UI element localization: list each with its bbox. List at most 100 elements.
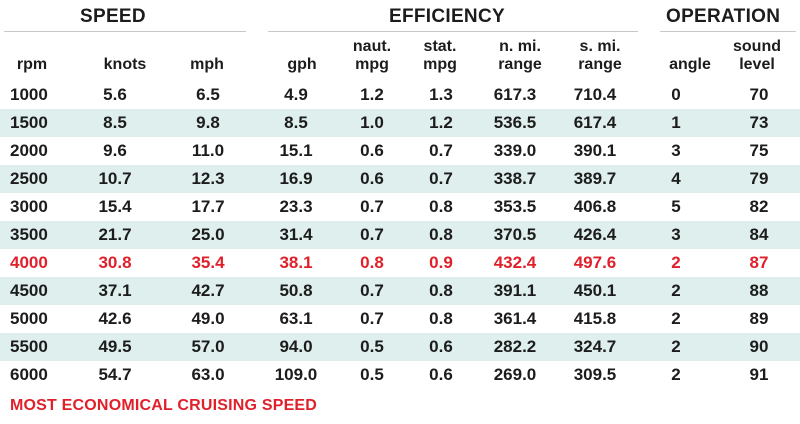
cell-angle: 2 <box>634 333 718 361</box>
cell-knots: 42.6 <box>98 309 132 328</box>
cell-gph: 38.1 <box>279 253 313 272</box>
table-row: 4500 37.1 42.7 50.8 0.7 0.8 391.1 450.1 2 88 <box>0 277 800 305</box>
cell-gph: 23.3 <box>279 197 313 216</box>
table-row: 5000 42.6 49.0 63.1 0.7 0.8 361.4 415.8 2 89 <box>0 305 800 333</box>
cell-mph: 63.0 <box>191 365 225 384</box>
col-header-nmi-range: n. mi. range <box>498 38 542 73</box>
cell-knots: 54.7 <box>98 365 132 384</box>
cell-stat-mpg: 0.6 <box>408 333 474 361</box>
cell-nmi-range: 353.5 <box>493 197 537 216</box>
cell-naut-mpg: 1.0 <box>336 109 408 137</box>
cell-smi-range: 415.8 <box>573 309 617 328</box>
table-row: 2000 9.6 11.0 15.1 0.6 0.7 339.0 390.1 3 75 <box>0 137 800 165</box>
cell-angle: 3 <box>634 221 718 249</box>
cell-knots: 8.5 <box>70 109 160 137</box>
cell-stat-mpg: 1.3 <box>429 85 453 104</box>
cell-stat-mpg: 0.8 <box>429 197 453 216</box>
data-table: 1000 5.6 6.5 4.9 1.2 1.3 617.3 710.4 0 70 1500 8.5 9… <box>0 81 800 389</box>
cell-naut-mpg: 0.5 <box>336 333 408 361</box>
group-title-efficiency: EFFICIENCY <box>389 6 505 27</box>
cell-sound-level: 90 <box>718 333 800 361</box>
cell-angle: 4 <box>634 165 718 193</box>
cell-naut-mpg: 1.2 <box>360 85 384 104</box>
cell-sound-level: 88 <box>718 277 800 305</box>
cell-mph: 6.5 <box>196 85 220 104</box>
divider-efficiency <box>268 31 638 32</box>
col-header-smi-range: s. mi. range <box>578 38 622 73</box>
cell-nmi-range: 282.2 <box>474 333 556 361</box>
cell-rpm: 1000 <box>10 85 48 104</box>
cell-gph: 31.4 <box>256 221 336 249</box>
cell-rpm: 5500 <box>0 333 70 361</box>
cell-stat-mpg: 0.7 <box>429 141 453 160</box>
cell-rpm: 1500 <box>0 109 70 137</box>
cell-smi-range: 617.4 <box>556 109 634 137</box>
cell-mph: 25.0 <box>160 221 256 249</box>
cell-rpm: 5000 <box>10 309 48 328</box>
cell-gph: 8.5 <box>256 109 336 137</box>
cell-mph: 42.7 <box>160 277 256 305</box>
col-header-stat-mpg: stat. mpg <box>423 38 457 73</box>
cell-knots: 37.1 <box>70 277 160 305</box>
divider-operation <box>660 31 796 32</box>
cell-nmi-range: 269.0 <box>493 365 537 384</box>
cell-angle: 2 <box>671 309 681 328</box>
table-row: 1500 8.5 9.8 8.5 1.0 1.2 536.5 617.4 1 73 <box>0 109 800 137</box>
group-title-operation: OPERATION <box>666 6 781 27</box>
cell-stat-mpg: 0.8 <box>429 309 453 328</box>
cell-nmi-range: 617.3 <box>493 85 537 104</box>
table-body: 1000 5.6 6.5 4.9 1.2 1.3 617.3 710.4 0 70 1500 8.5 9… <box>0 81 800 389</box>
cell-mph: 11.0 <box>191 141 225 160</box>
cell-smi-range: 406.8 <box>573 197 617 216</box>
col-header-mph: mph <box>190 56 224 73</box>
cell-sound-level: 89 <box>749 309 769 328</box>
footnote-most-economical: MOST ECONOMICAL CRUISING SPEED <box>10 397 318 414</box>
col-header-sound-level: sound level <box>733 38 781 73</box>
cell-naut-mpg: 0.5 <box>360 365 384 384</box>
col-header-angle: angle <box>669 56 711 73</box>
cell-naut-mpg: 0.7 <box>360 309 384 328</box>
cell-rpm: 3500 <box>0 221 70 249</box>
cell-nmi-range: 370.5 <box>474 221 556 249</box>
cell-sound-level: 70 <box>749 85 769 104</box>
cell-nmi-range: 432.4 <box>493 253 537 272</box>
cell-rpm: 3000 <box>10 197 48 216</box>
divider-speed <box>4 31 246 32</box>
cell-stat-mpg: 1.2 <box>408 109 474 137</box>
cell-smi-range: 309.5 <box>573 365 617 384</box>
cell-angle: 2 <box>671 365 681 384</box>
cell-angle: 3 <box>671 141 681 160</box>
cell-nmi-range: 536.5 <box>474 109 556 137</box>
cell-mph: 35.4 <box>191 253 225 272</box>
cell-gph: 63.1 <box>279 309 313 328</box>
cell-sound-level: 91 <box>749 365 769 384</box>
cell-sound-level: 82 <box>749 197 769 216</box>
cell-mph: 9.8 <box>160 109 256 137</box>
cell-stat-mpg: 0.9 <box>429 253 453 272</box>
cell-rpm: 4000 <box>10 253 48 272</box>
table-row: 1000 5.6 6.5 4.9 1.2 1.3 617.3 710.4 0 70 <box>0 81 800 109</box>
cell-smi-range: 450.1 <box>556 277 634 305</box>
cell-naut-mpg: 0.6 <box>336 165 408 193</box>
table-row: 2500 10.7 12.3 16.9 0.6 0.7 338.7 389.7 4 79 <box>0 165 800 193</box>
cell-nmi-range: 339.0 <box>493 141 537 160</box>
cell-smi-range: 389.7 <box>556 165 634 193</box>
cell-sound-level: 73 <box>718 109 800 137</box>
cell-sound-level: 84 <box>718 221 800 249</box>
cell-stat-mpg: 0.7 <box>408 165 474 193</box>
cell-stat-mpg: 0.6 <box>429 365 453 384</box>
cell-naut-mpg: 0.8 <box>360 253 384 272</box>
cell-angle: 0 <box>671 85 681 104</box>
cell-naut-mpg: 0.6 <box>360 141 384 160</box>
cell-knots: 10.7 <box>70 165 160 193</box>
cell-stat-mpg: 0.8 <box>408 221 474 249</box>
col-header-knots: knots <box>103 56 147 73</box>
cell-nmi-range: 391.1 <box>474 277 556 305</box>
cell-gph: 15.1 <box>279 141 313 160</box>
cell-sound-level: 79 <box>718 165 800 193</box>
cell-angle: 2 <box>634 277 718 305</box>
cell-naut-mpg: 0.7 <box>336 277 408 305</box>
table-row: 6000 54.7 63.0 109.0 0.5 0.6 269.0 309.5 2 91 <box>0 361 800 389</box>
cell-mph: 17.7 <box>191 197 225 216</box>
